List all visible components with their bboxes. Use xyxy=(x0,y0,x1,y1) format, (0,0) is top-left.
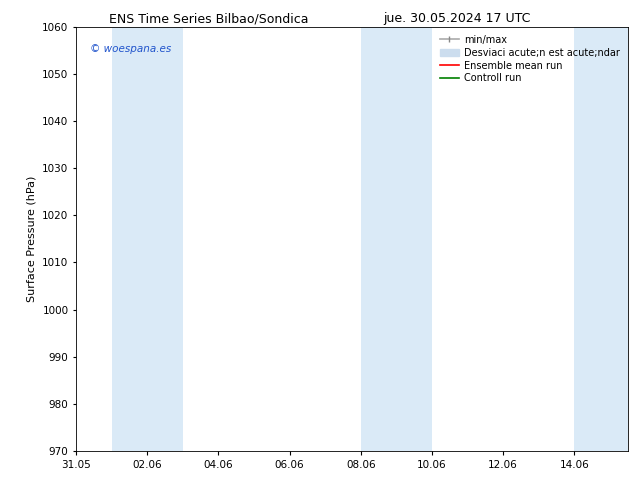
Bar xyxy=(574,27,628,451)
Y-axis label: Surface Pressure (hPa): Surface Pressure (hPa) xyxy=(27,176,37,302)
Legend: min/max, Desviaci acute;n est acute;ndar, Ensemble mean run, Controll run: min/max, Desviaci acute;n est acute;ndar… xyxy=(437,32,623,86)
Text: © woespana.es: © woespana.es xyxy=(90,44,171,54)
Bar xyxy=(361,27,432,451)
Text: jue. 30.05.2024 17 UTC: jue. 30.05.2024 17 UTC xyxy=(383,12,530,25)
Text: ENS Time Series Bilbao/Sondica: ENS Time Series Bilbao/Sondica xyxy=(110,12,309,25)
Bar xyxy=(112,27,183,451)
